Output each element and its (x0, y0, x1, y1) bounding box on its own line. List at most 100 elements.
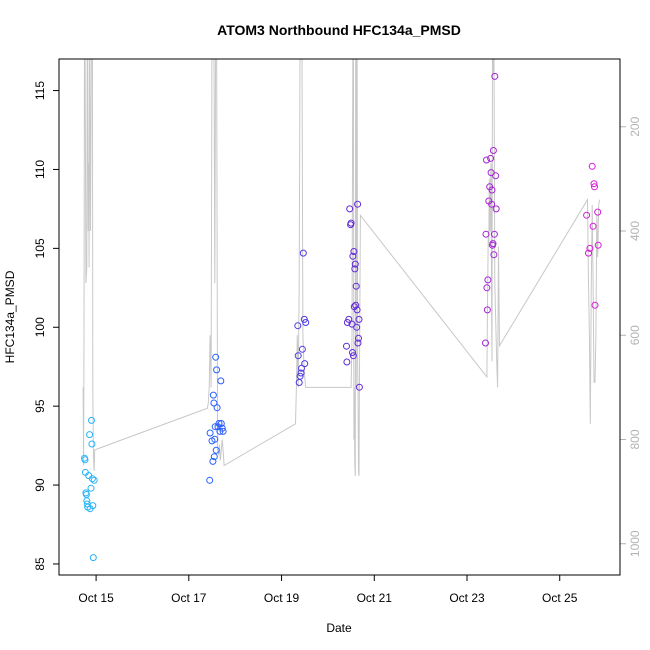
data-point (352, 301, 360, 309)
data-point (89, 554, 97, 562)
y-tick-label: 100 (33, 317, 47, 337)
data-point (488, 200, 496, 208)
data-point (86, 431, 94, 439)
x-axis-title: Date (326, 621, 352, 635)
data-point (211, 435, 219, 443)
data-point (490, 230, 498, 238)
x-tick-label: Oct 23 (449, 591, 485, 605)
data-point (484, 276, 492, 284)
chart-title: ATOM3 Northbound HFC134a_PMSD (217, 22, 461, 38)
data-point (219, 427, 227, 435)
data-point (212, 353, 220, 361)
data-point (351, 260, 359, 268)
data-point (296, 372, 304, 380)
right-tick-label: 1000 (628, 530, 642, 557)
y-axis-title: HFC134a_PMSD (3, 270, 17, 363)
data-point (89, 502, 97, 510)
data-point (298, 364, 305, 372)
data-point (353, 306, 361, 314)
data-point (218, 424, 226, 432)
data-point (217, 377, 225, 385)
data-point (492, 205, 500, 213)
data-point (213, 366, 221, 374)
data-point (346, 205, 354, 213)
data-point (351, 265, 359, 273)
data-point (343, 342, 350, 350)
data-point (492, 172, 500, 180)
data-point (213, 404, 221, 412)
data-point (210, 453, 218, 461)
data-point (483, 306, 491, 314)
data-point (349, 352, 357, 360)
data-point (348, 320, 356, 328)
data-point (590, 180, 598, 188)
data-point (215, 420, 223, 427)
data-point (482, 339, 489, 347)
data-point (209, 457, 217, 465)
data-point (487, 169, 495, 177)
data-point (354, 339, 362, 347)
data-point (585, 249, 592, 257)
data-point (212, 446, 220, 454)
data-point (488, 186, 496, 194)
data-point (302, 319, 310, 326)
data-point (297, 369, 305, 377)
data-point (583, 211, 591, 219)
data-point (354, 200, 362, 208)
data-point (487, 154, 495, 162)
right-tick-label: 600 (628, 325, 642, 345)
data-point (217, 420, 225, 427)
data-point (588, 162, 596, 170)
x-tick-label: Oct 19 (264, 591, 300, 605)
secondary-line-layer (82, 59, 601, 477)
y-tick-label: 115 (33, 81, 47, 100)
data-point (353, 323, 361, 331)
data-point (345, 315, 353, 323)
plot-frame (58, 58, 621, 576)
data-point (90, 476, 98, 484)
secondary-series-line (82, 59, 601, 477)
data-point (210, 399, 218, 407)
right-tick-label: 400 (628, 221, 642, 241)
data-point (347, 219, 355, 227)
data-point (483, 156, 490, 164)
x-tick-label: Oct 17 (171, 591, 207, 605)
data-point (489, 147, 497, 154)
data-points-layer (81, 72, 602, 562)
y-tick-label: 90 (33, 478, 47, 492)
data-point (88, 475, 96, 483)
data-point (355, 383, 363, 391)
data-point (352, 282, 360, 290)
data-point (491, 72, 499, 80)
x-tick-label: Oct 25 (542, 591, 578, 605)
data-point (88, 440, 96, 448)
right-tick-label: 800 (628, 429, 642, 449)
data-point (343, 358, 351, 366)
data-point (591, 183, 598, 191)
data-point (349, 252, 357, 260)
data-point (490, 251, 498, 259)
data-point (589, 222, 597, 230)
x-tick-label: Oct 15 (78, 591, 114, 605)
axes-layer: Oct 15 Oct 17 Oct 19 Oct 21 Oct 23 Oct 25 85 90… (33, 81, 642, 605)
data-point (81, 456, 89, 464)
data-point (294, 322, 302, 330)
y-tick-label: 85 (33, 557, 47, 571)
right-tick-label: 200 (628, 116, 642, 136)
data-point (206, 476, 214, 484)
data-point (350, 248, 358, 255)
data-point (206, 429, 214, 437)
data-point (209, 391, 217, 399)
data-point (349, 349, 356, 356)
data-point (594, 208, 602, 216)
data-point (355, 315, 363, 323)
data-point (483, 284, 491, 292)
data-point (591, 301, 599, 309)
data-point (88, 416, 95, 424)
data-point (355, 334, 362, 342)
data-point (294, 352, 302, 360)
y-tick-label: 95 (33, 399, 47, 413)
